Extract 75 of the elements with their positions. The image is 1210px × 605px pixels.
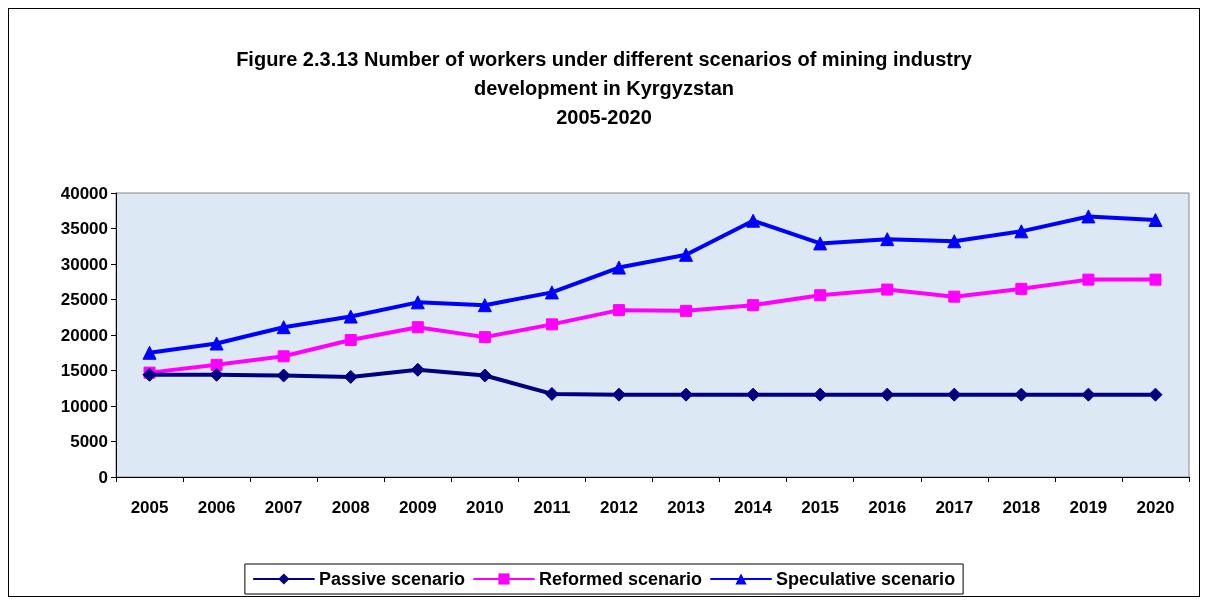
point [612, 304, 625, 317]
point [947, 387, 962, 402]
y-tick-label: 40000 [60, 183, 108, 203]
x-tick-label: 2012 [600, 498, 638, 517]
point [477, 368, 492, 383]
x-tick-label: 2020 [1136, 498, 1175, 517]
point [1149, 273, 1162, 286]
point [209, 336, 224, 351]
x-tick-label: 2007 [264, 498, 303, 517]
point [680, 304, 693, 317]
point [142, 345, 157, 360]
point [1014, 387, 1029, 402]
point [343, 309, 358, 324]
point [813, 236, 828, 251]
x-tick-label: 2010 [465, 498, 504, 517]
point [276, 368, 291, 383]
x-tick-label: 2008 [331, 498, 370, 517]
point [679, 247, 694, 262]
point [880, 232, 895, 247]
point [209, 367, 224, 382]
point [1081, 387, 1096, 402]
x-tick-label: 2017 [935, 498, 974, 517]
x-tick-label: 2019 [1069, 498, 1108, 517]
x-tick-label: 2018 [1002, 498, 1041, 517]
point [343, 369, 358, 384]
point [1014, 224, 1029, 239]
point [881, 283, 894, 296]
chart-title: Figure 2.3.13 Number of workers under different scenarios of mining industry development in Kyrgyzstan 2005-2020 [236, 47, 973, 128]
point [747, 299, 760, 312]
x-tick-label: 2011 [533, 498, 571, 517]
point [611, 387, 626, 402]
point [948, 290, 961, 303]
legend-label: Passive scenario [318, 569, 465, 589]
point [813, 387, 828, 402]
y-tick-label: 20000 [60, 325, 108, 345]
x-tick-label: 2005 [130, 498, 169, 517]
point [679, 387, 694, 402]
y-tick-label: 10000 [60, 396, 108, 416]
x-tick-label: 2009 [398, 498, 437, 517]
point [1081, 209, 1096, 224]
point [1148, 387, 1163, 402]
point [611, 260, 626, 275]
point [1082, 273, 1095, 286]
point [277, 350, 290, 363]
point [276, 320, 291, 335]
point [477, 298, 492, 313]
point [746, 387, 761, 402]
point [1015, 282, 1028, 295]
y-tick-label: 5000 [70, 432, 108, 451]
y-tick-label: 30000 [60, 254, 108, 274]
legend-label: Speculative scenario [776, 569, 956, 589]
point [947, 234, 962, 249]
x-tick-label: 2006 [197, 498, 236, 517]
point [411, 321, 424, 334]
point [478, 331, 491, 344]
point [814, 289, 827, 302]
point [410, 362, 425, 377]
legend-label: Reformed scenario [538, 569, 703, 589]
y-tick-label: 35000 [60, 219, 108, 238]
point [746, 213, 761, 228]
point [545, 318, 558, 331]
point [544, 285, 559, 300]
x-tick-label: 2015 [801, 498, 840, 517]
point [1148, 212, 1163, 227]
y-tick-label: 25000 [60, 290, 108, 309]
y-tick-label: 15000 [60, 361, 108, 380]
point [210, 358, 223, 371]
x-tick-label: 2016 [868, 498, 907, 517]
point [344, 333, 357, 346]
x-tick-label: 2014 [734, 498, 773, 517]
point [410, 295, 425, 310]
point [544, 386, 559, 401]
point [880, 387, 895, 402]
y-tick-label: 0 [98, 467, 108, 487]
x-tick-label: 2013 [667, 498, 705, 517]
